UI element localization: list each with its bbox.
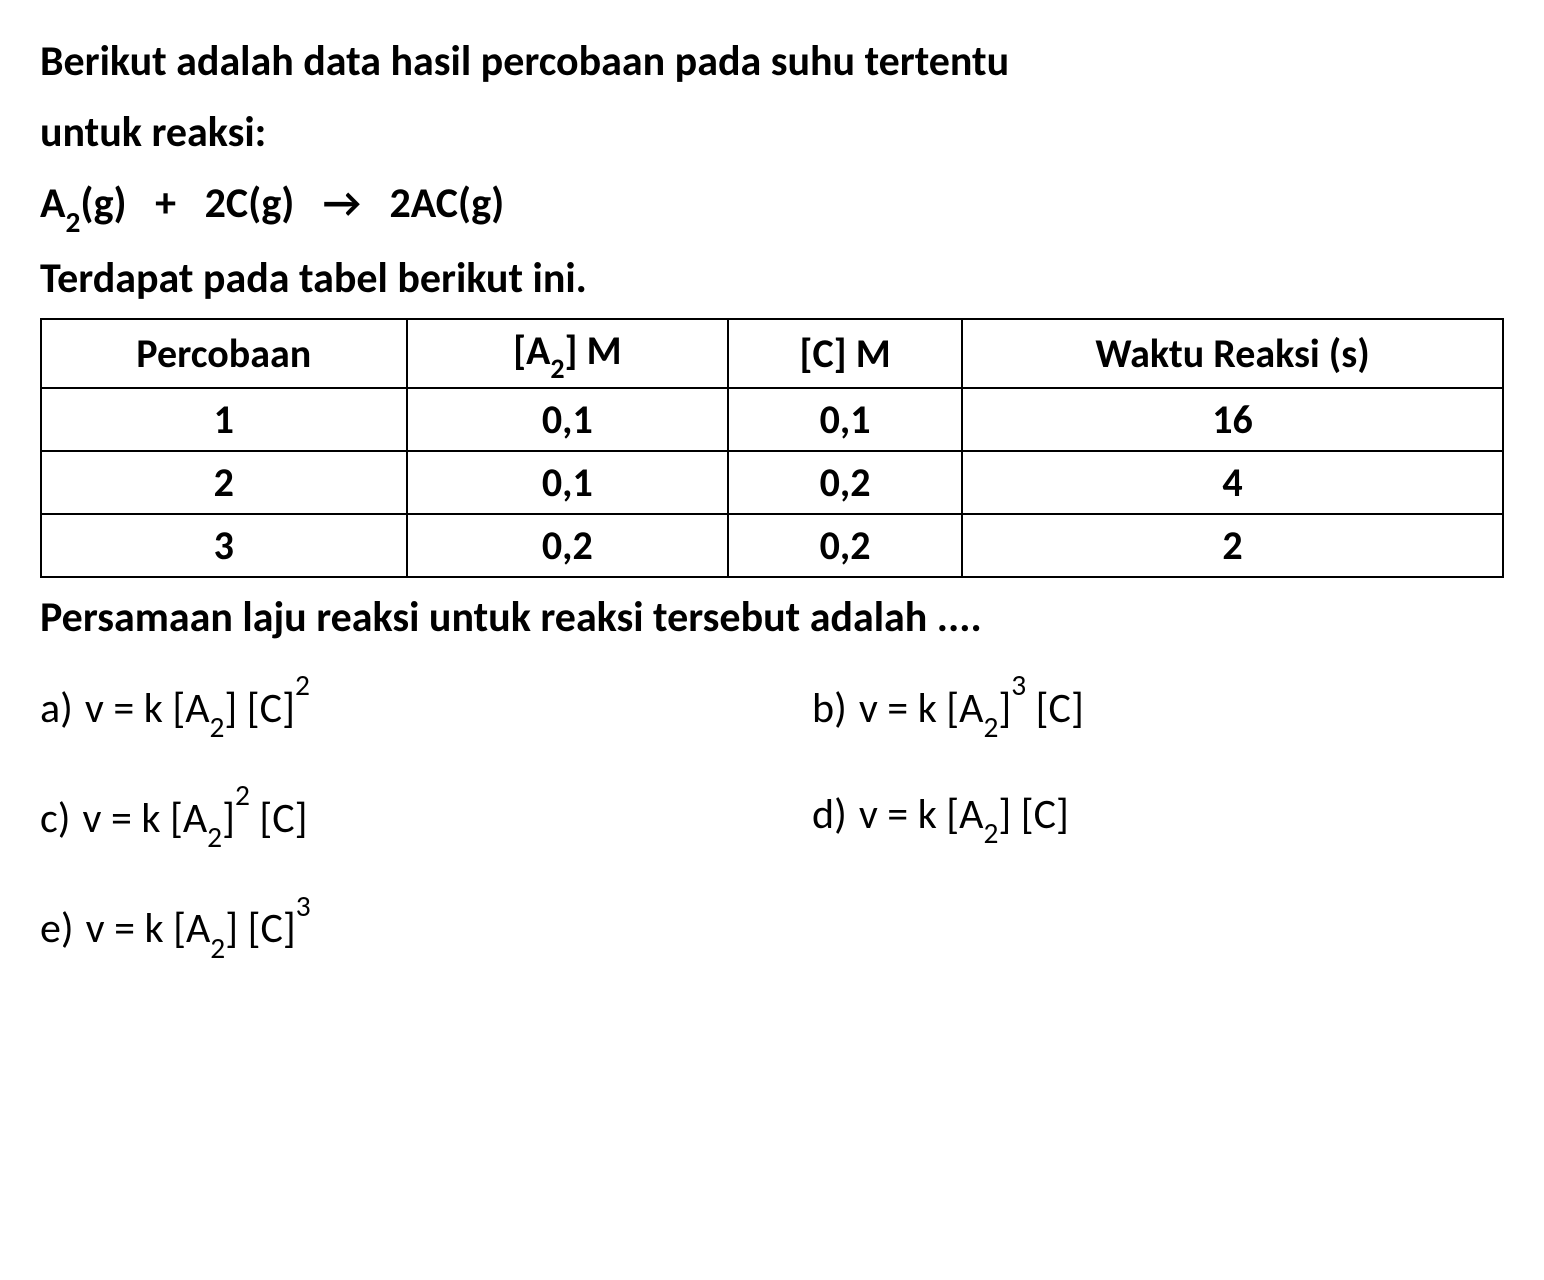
- option-c-formula: v = k [A2]2 [C]: [83, 789, 308, 849]
- option-d-formula: v = k [A2] [C]: [859, 789, 1069, 845]
- cell-percobaan: 3: [41, 514, 407, 577]
- arrow-icon: →: [323, 172, 361, 235]
- header-waktu: Waktu Reaksi (s): [962, 319, 1503, 388]
- header-c: [C] M: [728, 319, 962, 388]
- option-b-label: b): [812, 683, 847, 734]
- cell-waktu: 4: [962, 451, 1503, 514]
- header-a2: [A2] M: [407, 319, 729, 388]
- plus-sign: +: [155, 178, 176, 229]
- cell-c: 0,2: [728, 514, 962, 577]
- option-a-label: a): [40, 683, 73, 734]
- option-c-label: c): [40, 793, 71, 844]
- option-a-formula: v = k [A2] [C]2: [85, 679, 310, 739]
- reactant-1: A2(g): [40, 178, 127, 229]
- cell-a2: 0,2: [407, 514, 729, 577]
- cell-c: 0,1: [728, 388, 962, 451]
- chemical-equation: A2(g) + 2C(g) → 2AC(g): [40, 172, 1504, 239]
- cell-a2: 0,1: [407, 451, 729, 514]
- reactant-2: 2C(g): [205, 178, 295, 229]
- cell-percobaan: 1: [41, 388, 407, 451]
- cell-waktu: 2: [962, 514, 1503, 577]
- option-c: c) v = k [A2]2 [C]: [40, 789, 732, 849]
- header-percobaan: Percobaan: [41, 319, 407, 388]
- option-b: b) v = k [A2]3 [C]: [812, 679, 1504, 739]
- table-row: 1 0,1 0,1 16: [41, 388, 1503, 451]
- table-row: 2 0,1 0,2 4: [41, 451, 1503, 514]
- cell-c: 0,2: [728, 451, 962, 514]
- cell-a2: 0,1: [407, 388, 729, 451]
- intro-line-2: untuk reaksi:: [40, 101, 1504, 164]
- option-e-label: e): [40, 903, 74, 954]
- options-container: a) v = k [A2] [C]2 b) v = k [A2]3 [C] c)…: [40, 679, 1504, 960]
- product: 2AC(g): [389, 178, 504, 229]
- option-e: e) v = k [A2] [C]3: [40, 899, 732, 959]
- table-header-row: Percobaan [A2] M [C] M Waktu Reaksi (s): [41, 319, 1503, 388]
- table-row: 3 0,2 0,2 2: [41, 514, 1503, 577]
- option-a: a) v = k [A2] [C]2: [40, 679, 732, 739]
- question-text: Persamaan laju reaksi untuk reaksi terse…: [40, 586, 1504, 649]
- cell-percobaan: 2: [41, 451, 407, 514]
- option-d: d) v = k [A2] [C]: [812, 789, 1504, 849]
- cell-waktu: 16: [962, 388, 1503, 451]
- option-e-formula: v = k [A2] [C]3: [86, 899, 311, 959]
- table-intro-text: Terdapat pada tabel berikut ini.: [40, 247, 1504, 310]
- option-d-label: d): [812, 789, 847, 840]
- intro-line-1: Berikut adalah data hasil percobaan pada…: [40, 30, 1504, 93]
- data-table: Percobaan [A2] M [C] M Waktu Reaksi (s) …: [40, 318, 1504, 578]
- option-b-formula: v = k [A2]3 [C]: [859, 679, 1084, 739]
